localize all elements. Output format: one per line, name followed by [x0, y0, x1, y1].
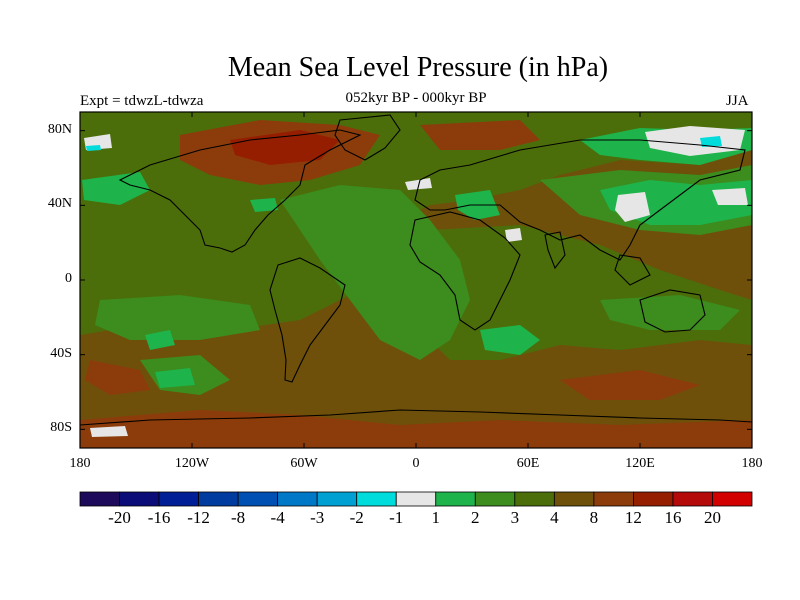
colorbar-swatch — [514, 491, 555, 507]
colorbar-label: 3 — [510, 508, 520, 527]
colorbar-swatch — [237, 491, 279, 507]
colorbar-swatch — [79, 491, 120, 507]
coastline-europe-asia — [414, 139, 746, 261]
colorbar-label: 16 — [664, 508, 682, 527]
lon-tick-label: 120E — [625, 456, 655, 471]
colorbar-swatch — [277, 491, 318, 507]
colorbar-swatch — [633, 491, 674, 507]
colorbar-swatch — [158, 491, 199, 507]
coastline-antarctica — [80, 409, 752, 426]
field-band-2 — [82, 172, 150, 205]
field-band-3 — [280, 185, 470, 360]
colorbar-swatch — [435, 491, 476, 507]
colorbar-swatch — [119, 491, 160, 507]
lon-tick-label: 120W — [174, 456, 210, 471]
field-band-1 — [645, 126, 745, 156]
coastline-north-america — [118, 129, 362, 253]
coastline-southeast-asia — [614, 254, 651, 286]
coastline-australia — [639, 289, 706, 333]
colorbar-swatch — [672, 491, 713, 507]
field-band-1b — [615, 192, 650, 222]
field-band-m1b — [86, 145, 101, 151]
field-band-8e — [560, 370, 700, 400]
colorbar-label: 4 — [550, 508, 559, 527]
field-band-1e — [90, 426, 128, 437]
colorbar-label: 2 — [471, 508, 480, 527]
colorbar-label: -12 — [187, 508, 210, 527]
colorbar — [79, 491, 753, 507]
colorbar-label: 1 — [431, 508, 441, 527]
field-band-8b — [420, 120, 540, 150]
colorbar-label: -16 — [147, 508, 171, 527]
lon-tick-label: 60W — [290, 456, 318, 471]
field-band-8d — [85, 360, 150, 395]
colorbar-swatch — [712, 491, 753, 507]
colorbar-label: 20 — [703, 508, 721, 527]
lat-tick-label: 40S — [50, 345, 72, 361]
field-band-8c — [80, 410, 752, 448]
coastline-greenland — [334, 114, 401, 161]
field-band-3b — [95, 295, 260, 340]
colorbar-label: -20 — [108, 508, 131, 527]
field-band-2d — [480, 325, 540, 355]
field-band-3e — [600, 295, 740, 330]
colorbar-label: -8 — [231, 508, 246, 527]
field-band-2f — [155, 368, 195, 388]
lon-tick-label: 180 — [69, 456, 91, 471]
experiment-label: Expt = tdwzL-tdwza — [80, 93, 204, 109]
colorbar-label: -2 — [349, 508, 364, 527]
lon-tick-label: 180 — [741, 456, 763, 471]
colorbar-label: -4 — [270, 508, 285, 527]
coastline-africa — [409, 211, 521, 331]
field-band-1c — [712, 188, 748, 205]
lat-tick-label: 80S — [50, 420, 72, 436]
map-subtitle: 052kyr BP - 000kyr BP — [345, 90, 487, 106]
map-title: Mean Sea Level Pressure (in hPa) — [227, 52, 609, 83]
colorbar-swatch — [553, 491, 595, 507]
field-band-1g — [505, 228, 522, 242]
colorbar-swatch — [395, 491, 437, 507]
field-band-2h — [250, 198, 278, 212]
colorbar-label: 8 — [589, 508, 599, 527]
colorbar-swatch — [316, 491, 358, 507]
colorbar-swatch — [593, 491, 634, 507]
axis-ticks — [79, 112, 753, 448]
lat-tick-label: 80N — [47, 121, 72, 137]
colorbar-label: -1 — [389, 508, 404, 527]
coastline-india — [544, 231, 566, 270]
coastlines — [80, 114, 752, 426]
field-band-2e — [145, 330, 175, 350]
field-band-m1 — [700, 136, 722, 147]
colorbar-label: 12 — [624, 508, 642, 527]
colorbar-swatch — [198, 491, 239, 507]
colorbar-swatch — [474, 491, 516, 507]
colorbar-label: -3 — [310, 508, 325, 527]
pressure-field — [80, 112, 752, 448]
lat-tick-label: 40N — [47, 196, 72, 212]
lon-tick-label: 60E — [516, 456, 540, 471]
colorbar-swatch — [356, 491, 397, 507]
season-label: JJA — [726, 93, 749, 109]
coastline-south-america — [269, 257, 346, 383]
lon-tick-label: 0 — [412, 456, 420, 471]
lat-tick-label: 0 — [65, 271, 72, 286]
